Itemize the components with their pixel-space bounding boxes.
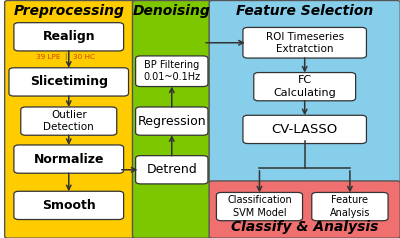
Text: ROI Timeseries
Extratction: ROI Timeseries Extratction — [266, 32, 344, 54]
FancyBboxPatch shape — [243, 115, 366, 144]
FancyBboxPatch shape — [216, 193, 302, 221]
FancyBboxPatch shape — [254, 73, 356, 101]
Text: Realign: Realign — [42, 30, 95, 43]
Text: Slicetiming: Slicetiming — [30, 75, 108, 89]
FancyBboxPatch shape — [132, 0, 212, 238]
Text: FC
Calculating: FC Calculating — [273, 75, 336, 98]
FancyBboxPatch shape — [14, 191, 124, 219]
Text: |: | — [64, 53, 66, 60]
Text: 39 LPE: 39 LPE — [36, 54, 61, 60]
FancyBboxPatch shape — [136, 156, 208, 184]
Text: Normalize: Normalize — [34, 153, 104, 166]
Text: Classification
SVM Model: Classification SVM Model — [227, 195, 292, 218]
Text: Detrend: Detrend — [146, 163, 197, 176]
FancyBboxPatch shape — [136, 107, 208, 135]
FancyBboxPatch shape — [14, 23, 124, 51]
FancyBboxPatch shape — [312, 193, 388, 221]
Text: Outlier
Detection: Outlier Detection — [43, 110, 94, 132]
Text: Denoising: Denoising — [133, 4, 211, 18]
Text: Smooth: Smooth — [42, 199, 96, 212]
Text: Preprocessing: Preprocessing — [13, 4, 124, 18]
Text: BP Filtering
0.01~0.1Hz: BP Filtering 0.01~0.1Hz — [143, 60, 200, 82]
FancyBboxPatch shape — [243, 27, 366, 58]
FancyBboxPatch shape — [14, 145, 124, 173]
Text: Classify & Analysis: Classify & Analysis — [231, 220, 378, 234]
FancyBboxPatch shape — [9, 68, 128, 96]
FancyBboxPatch shape — [5, 0, 135, 238]
Text: CV-LASSO: CV-LASSO — [272, 123, 338, 136]
Text: 30 HC: 30 HC — [73, 54, 95, 60]
FancyBboxPatch shape — [136, 56, 208, 87]
Text: Regression: Regression — [138, 115, 206, 128]
FancyBboxPatch shape — [209, 181, 400, 238]
FancyBboxPatch shape — [209, 0, 400, 183]
Text: Feature
Analysis: Feature Analysis — [330, 195, 370, 218]
Text: Feature Selection: Feature Selection — [236, 4, 373, 18]
FancyBboxPatch shape — [21, 107, 117, 135]
